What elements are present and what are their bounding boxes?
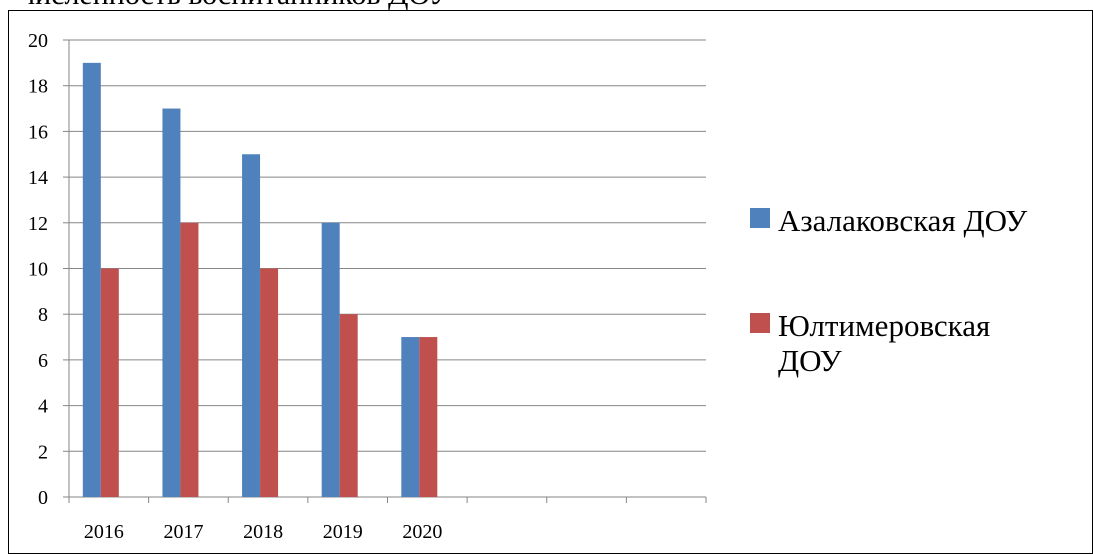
axes (63, 39, 707, 503)
bar (100, 268, 119, 497)
y-tick-label: 18 (28, 76, 48, 98)
bar (180, 222, 199, 498)
x-tick-labels: 2016 2017 2018 2019 2020 (84, 521, 443, 543)
legend-swatch (750, 208, 770, 228)
legend-label: Юлтимеровская (778, 308, 990, 343)
y-tick-label: 14 (28, 167, 48, 189)
x-tick-label: 2020 (402, 521, 442, 543)
y-tick-label: 20 (28, 30, 48, 52)
y-tick-label: 16 (28, 121, 48, 143)
y-tick-label: 8 (38, 304, 48, 326)
bar (321, 222, 340, 498)
y-tick-label: 4 (38, 396, 48, 418)
y-tick-label: 2 (38, 441, 48, 463)
bar (260, 268, 279, 497)
y-tick-label: 10 (28, 259, 48, 281)
x-tick-label: 2017 (163, 521, 203, 543)
chart-title: численность воспитанников ДОУ (20, 0, 720, 10)
chart-title-text: численность воспитанников ДОУ (20, 0, 450, 10)
y-tick-label: 12 (28, 213, 48, 235)
y-tick-labels: 0 2 4 6 8 10 12 14 16 18 20 (28, 30, 48, 509)
bar (419, 337, 438, 497)
x-tick-label: 2016 (84, 521, 124, 543)
bars (82, 62, 438, 498)
x-tick-label: 2018 (243, 521, 283, 543)
bar (401, 337, 420, 497)
bar (82, 62, 101, 497)
legend-label: ДОУ (778, 343, 842, 378)
bar (162, 108, 181, 498)
legend-label: Азалаковская ДОУ (778, 203, 1027, 238)
bar (242, 154, 261, 497)
legend-swatch (750, 313, 770, 333)
y-tick-label: 0 (38, 487, 48, 509)
y-tick-label: 6 (38, 350, 48, 372)
x-tick-label: 2019 (323, 521, 363, 543)
bar (339, 314, 358, 497)
